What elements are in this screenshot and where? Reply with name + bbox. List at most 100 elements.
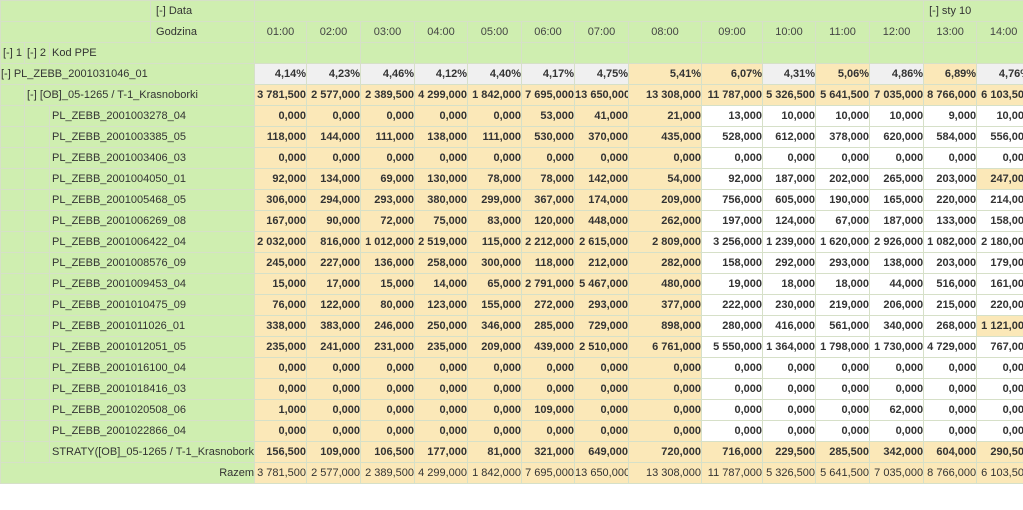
value-cell: 165,000 — [869, 189, 925, 211]
header-blank-cell — [923, 42, 978, 64]
value-cell: 0,000 — [521, 378, 576, 400]
hour-header[interactable]: 11:00 — [815, 21, 871, 43]
value-cell: 72,000 — [360, 210, 416, 232]
hour-header[interactable]: 01:00 — [254, 21, 308, 43]
indent-cell — [0, 294, 25, 316]
table-row: PL_ZEBB_2001012051_05 235,000 241,000 231,0… — [0, 336, 1023, 358]
level-1-toggle[interactable]: [-] 1 — [0, 42, 25, 64]
value-cell: 122,000 — [306, 294, 362, 316]
hour-header[interactable]: 02:00 — [306, 21, 362, 43]
value-cell: 612,000 — [762, 126, 817, 148]
godzina-label: Godzina — [150, 21, 256, 43]
value-cell: 0,000 — [869, 147, 925, 169]
hour-header[interactable]: 03:00 — [360, 21, 416, 43]
hour-header[interactable]: 10:00 — [762, 21, 817, 43]
level-2-toggle[interactable]: [-] 2 — [24, 42, 50, 64]
value-cell: 0,000 — [628, 378, 703, 400]
value-cell: 2 519,000 — [414, 231, 469, 253]
value-cell: 0,000 — [869, 357, 925, 379]
hour-header[interactable]: 06:00 — [521, 21, 576, 43]
value-cell: 0,000 — [923, 378, 978, 400]
value-cell: 1,000 — [254, 399, 308, 421]
root-row-label[interactable]: [-] PL_ZEBB_2001031046_01 — [0, 63, 256, 85]
value-cell: 158,000 — [976, 210, 1023, 232]
value-cell: 111,000 — [360, 126, 416, 148]
hour-header[interactable]: 14:00 — [976, 21, 1023, 43]
total-value-cell: 2 389,500 — [360, 462, 416, 484]
indent-cell — [24, 147, 50, 169]
hour-header[interactable]: 12:00 — [869, 21, 925, 43]
day-toggle[interactable]: [-] sty 10 — [923, 0, 1023, 22]
value-cell: 272,000 — [521, 294, 576, 316]
value-cell: 203,000 — [923, 168, 978, 190]
percent-cell: 4,75% — [574, 63, 630, 85]
indent-cell — [0, 210, 25, 232]
header-row-levels: [-] 1 [-] 2 Kod PPE — [0, 42, 1023, 64]
value-cell: 2 180,000 — [976, 231, 1023, 253]
indent-cell — [0, 420, 25, 442]
value-cell: 53,000 — [521, 105, 576, 127]
value-cell: 0,000 — [976, 378, 1023, 400]
hour-header[interactable]: 07:00 — [574, 21, 630, 43]
total-value-cell: 1 842,000 — [467, 462, 523, 484]
value-cell: 0,000 — [306, 399, 362, 421]
indent-cell — [0, 84, 25, 106]
value-cell: 367,000 — [521, 189, 576, 211]
value-cell: 1 798,000 — [815, 336, 871, 358]
hour-header[interactable]: 13:00 — [923, 21, 978, 43]
value-cell: 156,500 — [254, 441, 308, 463]
data-toggle[interactable]: [-] Data — [150, 0, 256, 22]
group-value-cell: 11 787,000 — [701, 84, 764, 106]
group-row-label[interactable]: [-] [OB]_05-1265 / T-1_Krasnoborki — [23, 84, 256, 106]
value-cell: 0,000 — [815, 147, 871, 169]
value-cell: 299,000 — [467, 189, 523, 211]
value-cell: 0,000 — [628, 399, 703, 421]
table-row: PL_ZEBB_2001018416_03 0,000 0,000 0,000 0,00… — [0, 378, 1023, 400]
indent-cell — [0, 252, 25, 274]
hour-header[interactable]: 08:00 — [628, 21, 703, 43]
header-blank-cell — [254, 42, 308, 64]
value-cell: 377,000 — [628, 294, 703, 316]
ppe-label: PL_ZEBB_2001003278_04 — [48, 105, 256, 127]
ppe-label: PL_ZEBB_2001011026_01 — [48, 315, 256, 337]
hour-header[interactable]: 05:00 — [467, 21, 523, 43]
value-cell: 18,000 — [762, 273, 817, 295]
group-value-cell: 13 650,000 — [574, 84, 630, 106]
value-cell: 80,000 — [360, 294, 416, 316]
indent-cell — [0, 105, 25, 127]
value-cell: 0,000 — [521, 357, 576, 379]
value-cell: 0,000 — [574, 147, 630, 169]
header-blank-cell — [521, 42, 576, 64]
percent-cell: 4,86% — [869, 63, 925, 85]
hour-header[interactable]: 04:00 — [414, 21, 469, 43]
corner-cell-2 — [0, 21, 152, 43]
value-cell: 342,000 — [869, 441, 925, 463]
value-cell: 130,000 — [414, 168, 469, 190]
indent-cell — [24, 273, 50, 295]
value-cell: 69,000 — [360, 168, 416, 190]
indent-cell — [24, 357, 50, 379]
value-cell: 215,000 — [923, 294, 978, 316]
value-cell: 0,000 — [976, 420, 1023, 442]
value-cell: 561,000 — [815, 315, 871, 337]
value-cell: 898,000 — [628, 315, 703, 337]
value-cell: 285,500 — [815, 441, 871, 463]
table-row: PL_ZEBB_2001010475_09 76,000 122,000 80,000… — [0, 294, 1023, 316]
value-cell: 2 791,000 — [521, 273, 576, 295]
total-value-cell: 5 641,500 — [815, 462, 871, 484]
ppe-label: PL_ZEBB_2001010475_09 — [48, 294, 256, 316]
hour-header[interactable]: 09:00 — [701, 21, 764, 43]
indent-cell — [24, 168, 50, 190]
value-cell: 21,000 — [628, 105, 703, 127]
value-cell: 92,000 — [701, 168, 764, 190]
indent-cell — [24, 126, 50, 148]
value-cell: 604,000 — [923, 441, 978, 463]
group-value-cell: 8 766,000 — [923, 84, 978, 106]
value-cell: 123,000 — [414, 294, 469, 316]
indent-cell — [24, 189, 50, 211]
header-blank-cell — [467, 42, 523, 64]
table-row: PL_ZEBB_2001003278_04 0,000 0,000 0,000 0,00… — [0, 105, 1023, 127]
header-blank-cell — [762, 42, 817, 64]
indent-cell — [0, 147, 25, 169]
percent-cell: 4,46% — [360, 63, 416, 85]
